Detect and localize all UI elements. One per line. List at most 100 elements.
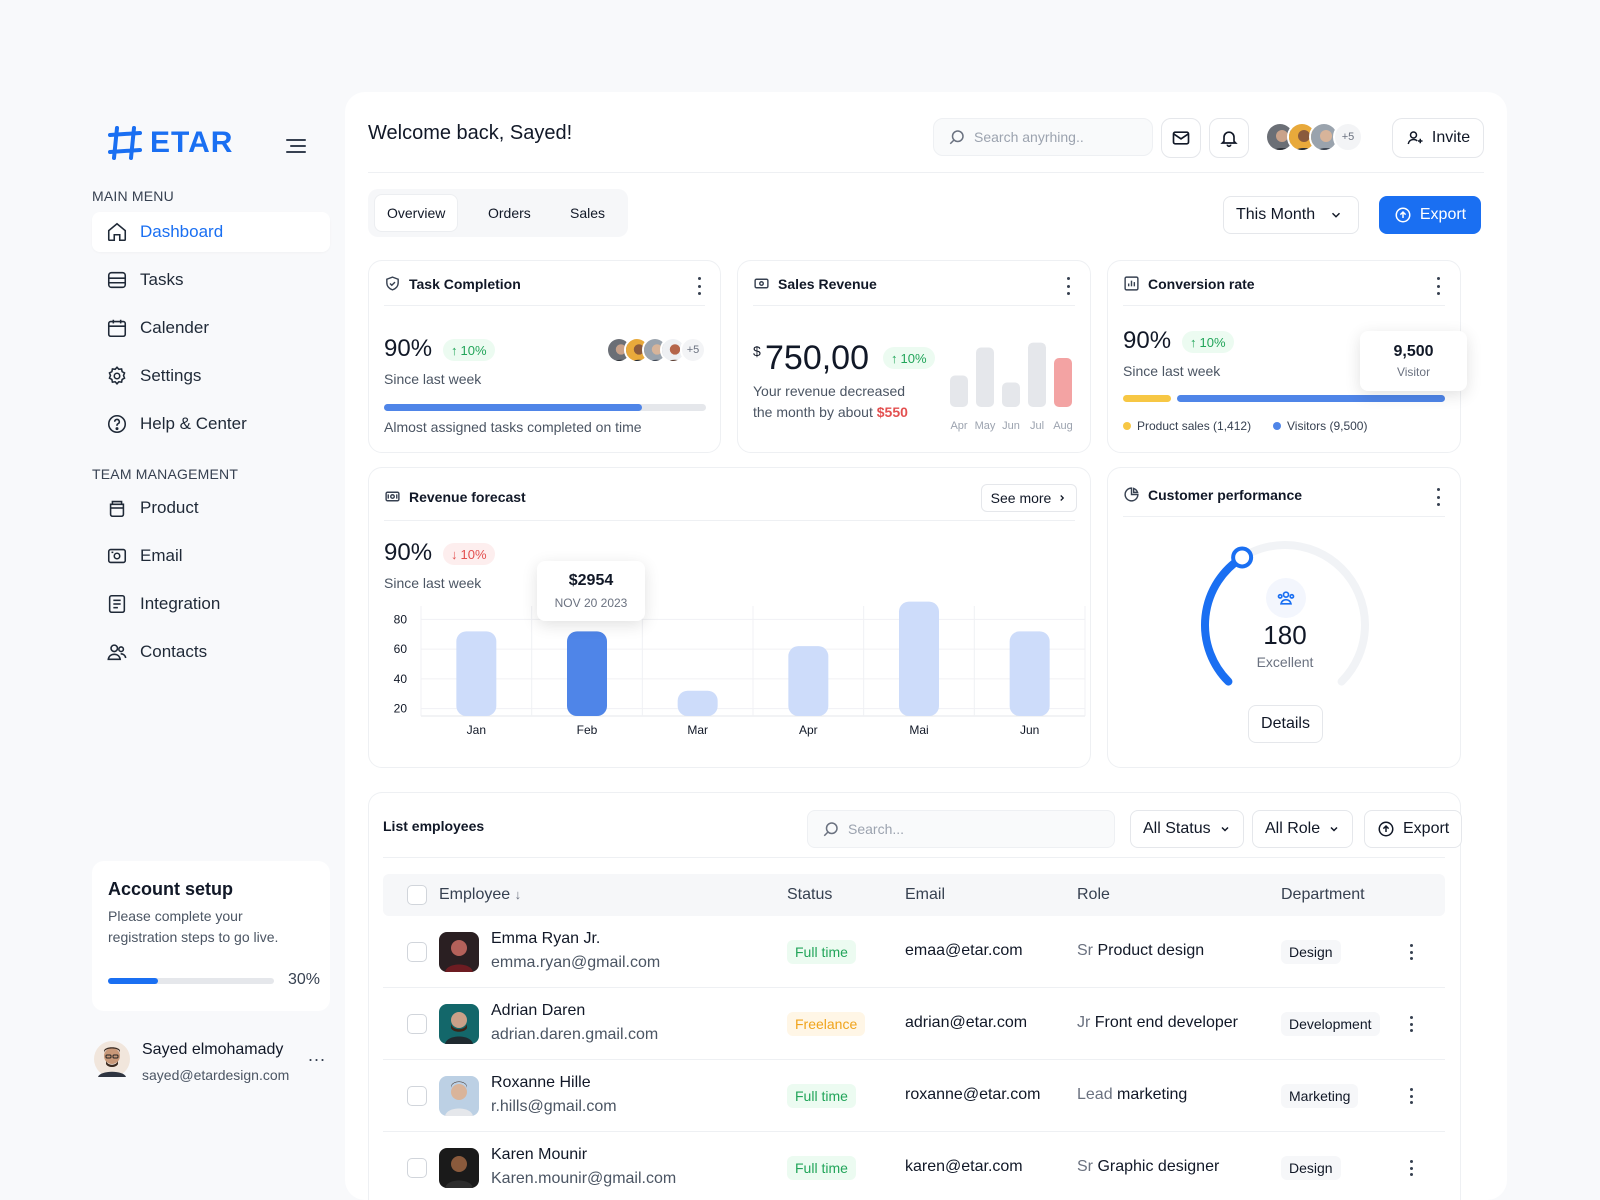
gauge-handle[interactable]	[1231, 546, 1254, 569]
export-label: Export	[1403, 820, 1450, 837]
row-more-icon[interactable]	[1408, 1160, 1414, 1176]
menu-toggle-icon[interactable]	[284, 136, 308, 156]
forecast-bar[interactable]	[567, 631, 607, 716]
sidebar: ETAR MAIN MENU Dashboard Tasks Calender …	[80, 92, 330, 1200]
table-row[interactable]: Roxanne Hille r.hills@gmail.com Full tim…	[383, 1060, 1445, 1132]
forecast-bar[interactable]	[677, 690, 718, 716]
sales-revenue-card: Sales Revenue $ 750,00 ↑ 10% Your revenue…	[737, 260, 1091, 453]
more-icon[interactable]	[1435, 488, 1441, 506]
export-button[interactable]: Export	[1379, 196, 1481, 234]
row-checkbox[interactable]	[407, 1158, 427, 1178]
export-label: Export	[1419, 206, 1467, 223]
details-button[interactable]: Details	[1248, 705, 1323, 743]
row-more-icon[interactable]	[1408, 1088, 1414, 1104]
divider	[753, 305, 1075, 306]
department-badge: Marketing	[1281, 1084, 1359, 1108]
tab-orders[interactable]: Orders	[488, 205, 531, 221]
task-avatars[interactable]: +5	[606, 337, 706, 363]
row-checkbox[interactable]	[407, 1014, 427, 1034]
integration-icon	[108, 594, 126, 614]
sidebar-item-contacts[interactable]: Contacts	[92, 632, 330, 672]
avatars-more-badge: +5	[1333, 122, 1363, 152]
more-icon[interactable]	[1065, 277, 1071, 295]
invite-button[interactable]: Invite	[1392, 118, 1484, 158]
chevron-right-icon	[1060, 495, 1065, 501]
since-label: Since last week	[384, 575, 482, 591]
more-icon[interactable]	[1435, 277, 1441, 295]
mini-bar-label: May	[975, 420, 996, 432]
tasks-icon	[107, 271, 127, 289]
search-icon	[949, 130, 964, 145]
status-filter[interactable]: All Status	[1130, 810, 1244, 848]
row-checkbox[interactable]	[407, 1086, 427, 1106]
column-employee[interactable]: Employee ↓	[439, 886, 521, 904]
sidebar-item-dashboard[interactable]: Dashboard	[92, 212, 330, 252]
card-title-text: Sales Revenue	[778, 275, 877, 292]
mail-button[interactable]	[1161, 118, 1201, 158]
revenue-forecast-chart: 80 60 40 20 Jan Feb Mar Apr Mai Jun	[394, 601, 1086, 737]
see-more-button[interactable]: See more	[981, 484, 1077, 512]
chevron-down-icon	[1332, 212, 1341, 218]
employee-email: adrian.daren.gmail.com	[491, 1026, 659, 1043]
role-level: Jr	[1077, 1014, 1091, 1031]
select-all-checkbox[interactable]	[407, 885, 427, 905]
sidebar-item-help[interactable]: Help & Center	[92, 404, 330, 444]
gear-icon	[108, 366, 126, 385]
user-profile[interactable]: Sayed elmohamady sayed@etardesign.com ..…	[94, 1037, 330, 1087]
employees-title: List employees	[383, 818, 485, 834]
upload-icon	[1378, 821, 1394, 837]
sidebar-item-label: Tasks	[140, 270, 184, 289]
chevron-down-icon	[1221, 826, 1229, 832]
more-icon[interactable]	[696, 277, 702, 295]
card-title: Conversion rate	[1123, 275, 1255, 292]
team-management-label: TEAM MANAGEMENT	[92, 466, 239, 482]
team-avatars[interactable]: +5	[1265, 122, 1363, 152]
row-more-icon[interactable]	[1408, 1016, 1414, 1032]
account-progress-bar	[108, 978, 274, 984]
role-filter[interactable]: All Role	[1252, 810, 1354, 848]
forecast-bar[interactable]	[456, 631, 497, 716]
currency-symbol: $	[753, 343, 761, 359]
x-tick-label: Mai	[909, 723, 928, 737]
row-checkbox[interactable]	[407, 942, 427, 962]
global-search-input[interactable]: Search anyrhing..	[933, 118, 1153, 156]
shield-check-icon	[386, 276, 399, 291]
table-row[interactable]: Adrian Daren adrian.daren.gmail.com Free…	[383, 988, 1445, 1060]
account-setup-title: Account setup	[108, 879, 234, 899]
employees-export-button[interactable]: Export	[1364, 810, 1463, 848]
since-label: Since last week	[1123, 363, 1221, 379]
sidebar-item-product[interactable]: Product	[92, 488, 330, 528]
sidebar-item-tasks[interactable]: Tasks	[92, 260, 330, 300]
status-badge: Full time	[787, 940, 856, 964]
forecast-bar[interactable]	[899, 601, 939, 716]
sidebar-item-email[interactable]: Email	[92, 536, 330, 576]
sidebar-item-label: Email	[140, 546, 183, 565]
notification-button[interactable]	[1209, 118, 1249, 158]
sidebar-item-label: Calender	[140, 318, 209, 337]
row-more-icon[interactable]	[1408, 944, 1414, 960]
department-badge: Design	[1281, 1156, 1341, 1180]
y-tick-label: 20	[394, 702, 408, 716]
user-more-icon[interactable]: ...	[308, 1045, 327, 1065]
table-row[interactable]: Emma Ryan Jr. emma.ryan@gmail.com Full t…	[383, 916, 1445, 988]
change-value: 10%	[1199, 334, 1226, 350]
contacts-icon	[107, 644, 127, 661]
card-title: Task Completion	[384, 275, 521, 292]
upload-icon	[1395, 207, 1411, 223]
arrow-up-icon: ↑	[891, 350, 898, 366]
sidebar-item-calendar[interactable]: Calender	[92, 308, 330, 348]
forecast-bar[interactable]	[1009, 631, 1050, 716]
x-tick-label: Jun	[1020, 723, 1039, 737]
sidebar-item-settings[interactable]: Settings	[92, 356, 330, 396]
logo[interactable]: ETAR	[108, 126, 233, 160]
work-email: roxanne@etar.com	[905, 1086, 1041, 1103]
employee-search-input[interactable]: Search...	[807, 810, 1115, 848]
tab-sales[interactable]: Sales	[570, 205, 606, 221]
sidebar-item-integration[interactable]: Integration	[92, 584, 330, 624]
table-row[interactable]: Karen Mounir Karen.mounir@gmail.com Full…	[383, 1132, 1445, 1200]
divider	[384, 520, 1075, 521]
sales-revenue-value: 750,00	[765, 339, 869, 377]
forecast-bar[interactable]	[788, 646, 829, 716]
tab-overview[interactable]: Overview	[374, 194, 459, 232]
period-select[interactable]: This Month	[1223, 196, 1359, 234]
